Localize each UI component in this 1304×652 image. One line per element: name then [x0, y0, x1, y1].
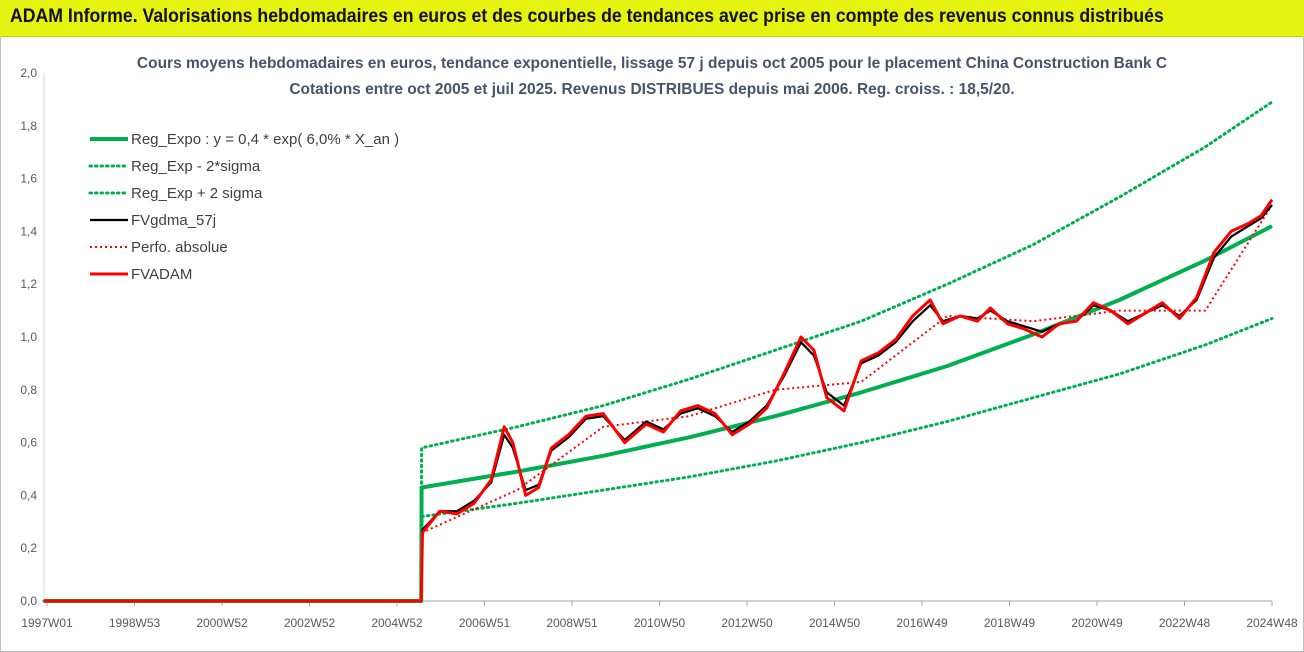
x-tick-label: 2000W52	[196, 616, 248, 630]
series-line	[44, 224, 1273, 603]
y-tick-label: 1,6	[20, 172, 37, 186]
series-line	[42, 100, 1274, 603]
y-tick-label: 0,8	[20, 383, 37, 397]
x-tick-label: 1997W01	[21, 616, 73, 630]
legend: Reg_Expo : y = 0,4 * exp( 6,0% * X_an ) R…	[88, 131, 399, 283]
legend-label: Reg_Exp + 2 sigma	[131, 185, 263, 202]
chart-title: Cours moyens hebdomadaires en euros, ten…	[137, 55, 1167, 72]
y-tick-label: 1,0	[20, 330, 37, 344]
y-tick-labels: 0,0 0,2 0,4 0,6 0,8 1,0 1,2 1,4 1,6 1,8 2,0	[20, 66, 37, 608]
header-banner: ADAM Informe. Valorisations hebdomadaire…	[0, 0, 1304, 37]
y-tick-label: 1,8	[20, 119, 37, 133]
y-tick-label: 0,4	[20, 488, 37, 502]
legend-label: FVgdma_57j	[131, 212, 216, 229]
legend-label: Reg_Exp - 2*sigma	[131, 158, 261, 175]
legend-label: FVADAM	[131, 266, 192, 283]
x-tick-label: 2016W49	[896, 616, 948, 630]
x-tick-label: 2010W50	[634, 616, 686, 630]
x-tick-label: 2018W49	[984, 616, 1036, 630]
x-tick-label: 2022W48	[1159, 616, 1211, 630]
y-tick-label: 1,2	[20, 277, 37, 291]
x-tick-label: 1998W53	[109, 616, 161, 630]
series-layer	[42, 100, 1274, 603]
series-line	[44, 198, 1274, 603]
x-tick-labels: 1997W01 1998W53 2000W52 2002W52 2004W52 2006W…	[21, 601, 1298, 630]
y-tick-label: 0,6	[20, 436, 37, 450]
x-tick-label: 2014W50	[809, 616, 861, 630]
y-tick-label: 2,0	[20, 66, 37, 80]
x-tick-label: 2024W48	[1246, 616, 1298, 630]
x-tick-label: 2004W52	[371, 616, 423, 630]
series-line	[42, 317, 1274, 603]
y-tick-label: 0,2	[20, 541, 37, 555]
x-tick-label: 2006W51	[459, 616, 511, 630]
x-tick-label: 2020W49	[1071, 616, 1123, 630]
x-tick-label: 2008W51	[546, 616, 598, 630]
y-tick-label: 0,0	[20, 594, 37, 608]
legend-label: Reg_Expo : y = 0,4 * exp( 6,0% * X_an )	[131, 131, 399, 148]
x-tick-label: 2012W50	[721, 616, 773, 630]
series-line	[44, 204, 1273, 603]
banner-title: ADAM Informe. Valorisations hebdomadaire…	[10, 6, 1164, 27]
x-tick-label: 2002W52	[284, 616, 336, 630]
y-tick-label: 1,4	[20, 224, 37, 238]
series-line	[44, 204, 1273, 602]
legend-label: Perfo. absolue	[131, 239, 228, 256]
chart-subtitle: Cotations entre oct 2005 et juil 2025. R…	[289, 81, 1014, 98]
